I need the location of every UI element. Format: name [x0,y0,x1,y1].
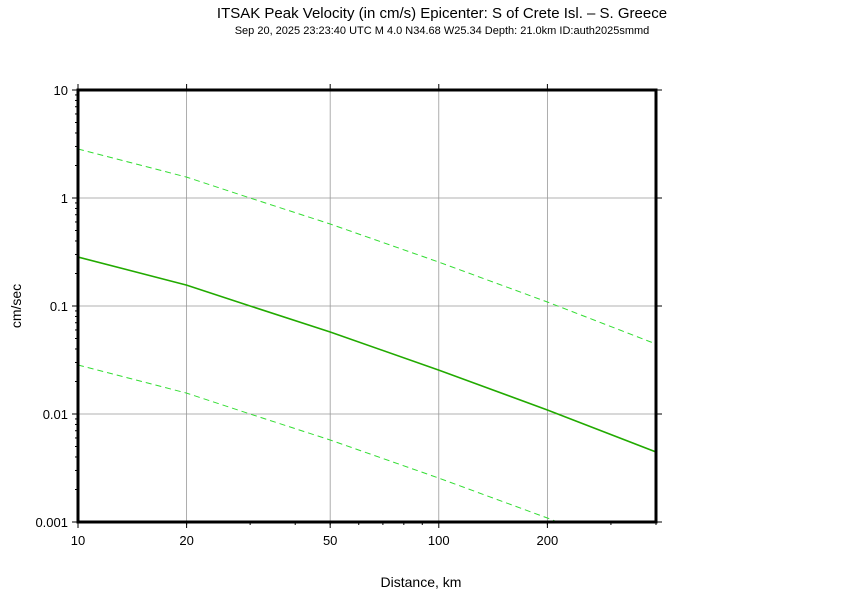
x-tick-label: 50 [323,533,337,548]
y-tick-label: 0.01 [43,407,68,422]
series-group [78,148,656,522]
y-tick-label: 0.001 [35,515,68,530]
y-tick-label: 1 [61,191,68,206]
x-tick-label: 100 [428,533,450,548]
upper-bound-curve [78,148,656,345]
axis-ticks: 10 20 50 100 200 0.001 0.01 0.1 1 10 [35,83,662,548]
x-tick-label: 200 [537,533,559,548]
x-tick-label: 10 [71,533,85,548]
y-tick-label: 10 [54,83,68,98]
lower-bound-curve [78,364,560,522]
x-axis-label: Distance, km [381,574,462,590]
y-tick-label: 0.1 [50,299,68,314]
grid [78,90,656,522]
median-curve [78,256,656,453]
chart-title: ITSAK Peak Velocity (in cm/s) Epicenter:… [216,5,668,22]
chart-subtitle: Sep 20, 2025 23:23:40 UTC M 4.0 N34.68 W… [234,25,650,37]
y-axis-label: cm/sec [8,284,24,328]
x-tick-label: 20 [179,533,193,548]
